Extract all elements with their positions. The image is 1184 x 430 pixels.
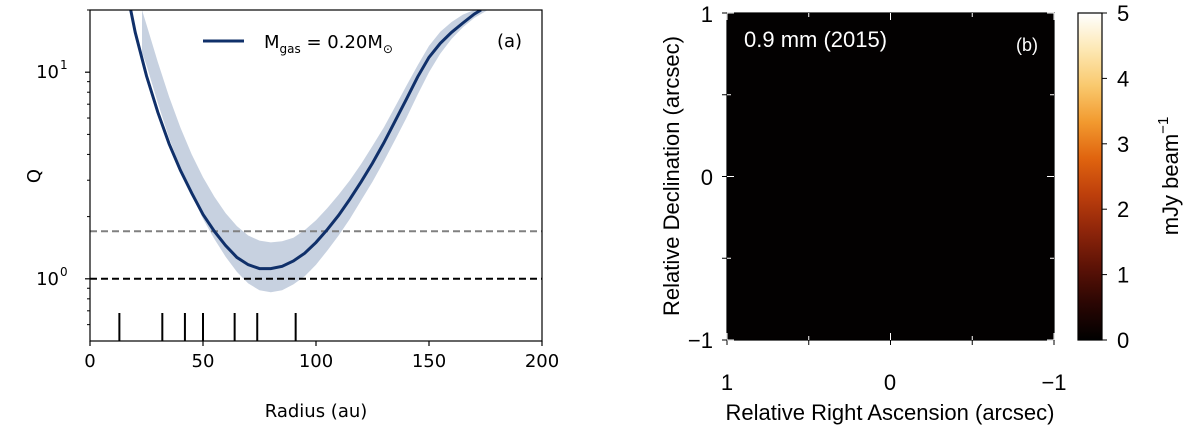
- ring-markers: [118, 313, 297, 341]
- x-tick-label: 200: [525, 351, 559, 372]
- y-tick-exponent: 0: [60, 265, 68, 279]
- x-axis-label-b: Relative Right Ascension (arcsec): [726, 400, 1055, 425]
- x-tick-mid: 0: [884, 370, 896, 395]
- y-tick-label: 10: [36, 269, 59, 290]
- panel-b: 1 0 −1 1 0 −1 Relative Right Ascension (…: [659, 1, 1183, 425]
- x-axis-label-a: Radius (au): [265, 401, 368, 422]
- y-tick-mid: 0: [701, 165, 713, 190]
- image-background: [727, 13, 1054, 340]
- wavelength-annotation: 0.9 mm (2015): [744, 27, 887, 52]
- legend-sub-gas: gas: [280, 42, 301, 56]
- legend-label: Mgas = 0.20M⊙: [264, 32, 393, 56]
- legend-m: M: [264, 32, 280, 53]
- colorbar-ticks: 0 1 2 3 4 5: [1102, 1, 1129, 353]
- confidence-band: [142, 10, 488, 293]
- colorbar: [1077, 12, 1103, 341]
- colorbar-label: mJy beam−1: [1155, 117, 1183, 236]
- panel-label-b: (b): [1016, 35, 1038, 55]
- colorbar-label-text: mJy beam: [1158, 134, 1183, 235]
- plot-frame-a: [89, 9, 543, 342]
- x-tick-right: −1: [1041, 370, 1066, 395]
- x-tick-label: 150: [412, 351, 446, 372]
- series-line-mgas: [129, 10, 482, 271]
- legend-eq: = 0.20M: [301, 32, 383, 53]
- colorbar-tick-label: 5: [1117, 1, 1129, 26]
- y-tick-exponent: 1: [60, 58, 68, 72]
- legend-sun-symbol: ⊙: [383, 42, 393, 56]
- x-axis-ticks-a: 0 50 100 150 200: [84, 341, 559, 372]
- colorbar-tick-label: 4: [1117, 66, 1129, 91]
- y-axis-label-b: Relative Declination (arcsec): [659, 36, 684, 316]
- colorbar-tick-label: 0: [1117, 328, 1129, 353]
- y-tick-bottom: −1: [688, 328, 713, 353]
- tick-marks-b: [722, 12, 1055, 345]
- x-tick-left: 1: [721, 370, 733, 395]
- colorbar-tick-label: 3: [1117, 132, 1129, 157]
- colorbar-tick-label: 1: [1117, 263, 1129, 288]
- colorbar-tick-label: 2: [1117, 197, 1129, 222]
- y-axis-label-a: Q: [24, 169, 45, 183]
- x-tick-label: 50: [192, 351, 215, 372]
- panel-label-a: (a): [497, 31, 522, 52]
- x-tick-label: 0: [84, 351, 95, 372]
- legend: Mgas = 0.20M⊙: [203, 32, 393, 56]
- x-tick-label: 100: [299, 351, 333, 372]
- colorbar-label-exp: −1: [1155, 117, 1172, 134]
- y-tick-top: 1: [701, 2, 713, 27]
- y-tick-label: 10: [36, 62, 59, 83]
